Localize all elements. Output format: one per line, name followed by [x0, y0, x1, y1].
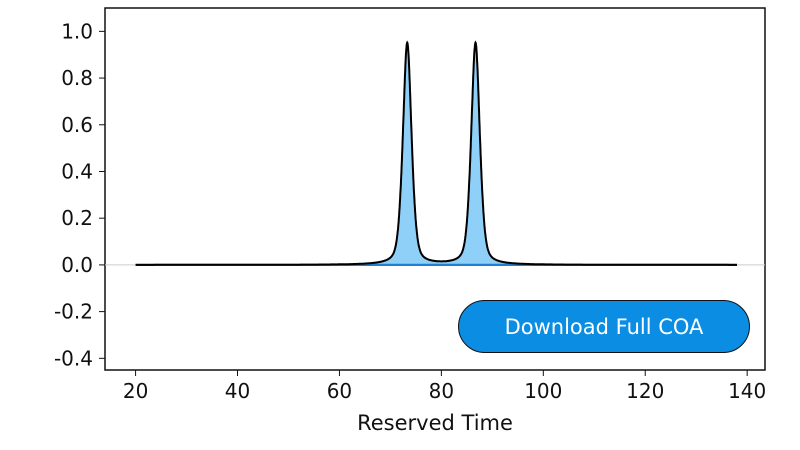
y-tick-label: 0.6 — [61, 113, 93, 137]
download-full-coa-button[interactable]: Download Full COA — [458, 300, 750, 353]
x-tick-label: 80 — [429, 379, 454, 403]
y-tick-label: 0.8 — [61, 66, 93, 90]
x-tick-label: 60 — [327, 379, 352, 403]
x-tick-label: 140 — [728, 379, 766, 403]
y-tick-label: 1.0 — [61, 19, 93, 43]
y-tick-label: 0.2 — [61, 206, 93, 230]
y-tick-label: -0.2 — [54, 300, 93, 324]
y-tick-label: 0.4 — [61, 159, 93, 183]
x-tick-label: 20 — [123, 379, 148, 403]
x-tick-label: 100 — [524, 379, 562, 403]
signal-series-line — [135, 40, 737, 266]
plot-frame — [104, 7, 766, 371]
y-tick-label: 0.0 — [61, 253, 93, 277]
x-tick-label: 40 — [225, 379, 250, 403]
peak-area-fill — [135, 42, 737, 265]
x-tick-label: 120 — [626, 379, 664, 403]
y-tick-label: -0.4 — [54, 346, 93, 370]
x-axis-label: Reserved Time — [357, 411, 513, 435]
